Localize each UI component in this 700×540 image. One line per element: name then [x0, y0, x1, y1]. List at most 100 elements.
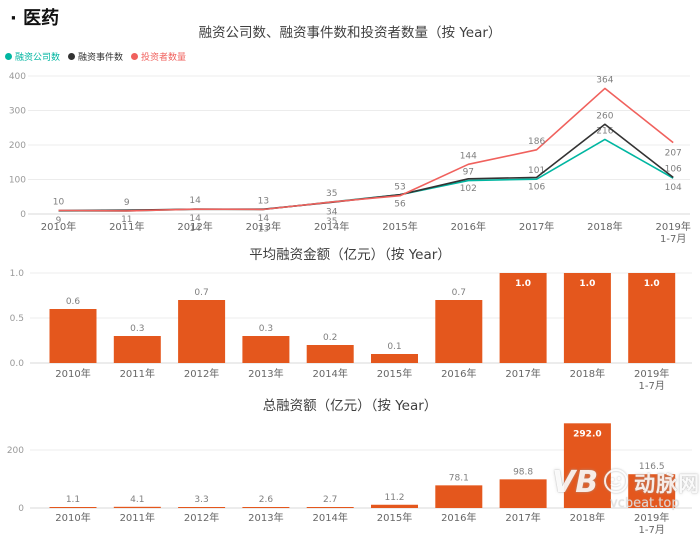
page-title: · 医药 — [10, 8, 60, 29]
x-axis-label: 2015年 — [377, 511, 412, 524]
bar[interactable] — [49, 507, 97, 508]
bar[interactable] — [178, 507, 226, 508]
data-label-investors: 10 — [53, 198, 65, 208]
y-axis-tick: 0 — [18, 504, 24, 514]
total-funding-bar-chart: 0 200 2010年 2011年 2012年 2013年 2014年 2015年 2016年 2… — [7, 423, 692, 536]
bar-label: 78.1 — [449, 473, 469, 483]
x-axis-label: 2012年 — [184, 511, 219, 524]
data-label-events: 56 — [394, 200, 406, 210]
x-axis-label: 2016年 — [451, 220, 486, 233]
avg-funding-chart-title: 平均融资金额（亿元）（按 Year） — [249, 247, 451, 263]
y-axis-tick: 1.0 — [10, 269, 25, 279]
avg-funding-bar-chart: 0.0 0.5 1.0 2010年 2011年 2012年 2013年 2014年 2015年 2… — [10, 269, 692, 392]
bar[interactable] — [563, 273, 611, 363]
x-axis-label: 2010年 — [41, 220, 76, 233]
data-label-events: 11 — [121, 215, 132, 225]
data-label-companies: 14 — [189, 224, 201, 234]
x-axis-label: 2014年 — [312, 511, 347, 524]
data-label-investors: 53 — [394, 183, 405, 193]
data-label-companies: 101 — [528, 166, 545, 176]
bar-label: 292.0 — [573, 429, 601, 439]
y-axis-tick: 200 — [9, 141, 26, 151]
data-label-companies: 216 — [596, 126, 613, 136]
bar[interactable] — [306, 507, 354, 508]
bar[interactable] — [242, 336, 290, 363]
line-series-investors[interactable] — [58, 87, 674, 212]
legend-item-events[interactable]: 融资事件数 — [68, 50, 123, 63]
x-axis-label: 2011年 — [120, 367, 155, 380]
bar-label: 1.0 — [644, 279, 660, 289]
bar-label: 2.7 — [323, 495, 337, 505]
data-label-events: 34 — [326, 207, 338, 217]
bar[interactable] — [435, 485, 483, 508]
bar[interactable] — [499, 273, 547, 363]
x-axis-label: 2010年 — [55, 511, 90, 524]
bar[interactable] — [628, 273, 676, 363]
data-label-investors: 35 — [326, 189, 337, 199]
line-series-companies[interactable] — [58, 138, 674, 212]
x-axis-label: 2018年 — [570, 511, 605, 524]
legend-label-companies: 融资公司数 — [15, 53, 61, 63]
bar[interactable] — [113, 506, 161, 508]
data-label-events: 106 — [528, 182, 545, 192]
bar[interactable] — [242, 507, 290, 508]
bar[interactable] — [371, 354, 418, 363]
x-axis-label: 2015年 — [377, 367, 412, 380]
data-label-investors: 9 — [124, 198, 130, 208]
bar[interactable] — [563, 423, 611, 508]
x-axis-label: 2011年 — [109, 220, 144, 233]
x-axis-label: 2014年 — [312, 367, 347, 380]
bar[interactable] — [49, 309, 97, 363]
bar-label: 1.1 — [66, 495, 80, 505]
y-axis-tick: 0 — [20, 210, 26, 220]
x-axis-label: 2016年 — [441, 367, 476, 380]
bar[interactable] — [306, 345, 354, 363]
bar[interactable] — [371, 504, 418, 508]
total-funding-chart-title: 总融资额（亿元）（按 Year） — [262, 398, 438, 414]
bar-label: 2.6 — [259, 495, 274, 505]
bar[interactable] — [113, 336, 161, 363]
legend-item-companies[interactable]: 融资公司数 — [5, 50, 60, 63]
data-label-companies: 97 — [463, 168, 474, 178]
y-axis-tick: 200 — [7, 446, 24, 456]
x-axis-label: 2019年 1-7月 — [655, 220, 690, 245]
bar-label: 98.8 — [513, 467, 533, 477]
bar[interactable] — [628, 474, 676, 508]
legend-item-investors[interactable]: 投资者数量 — [131, 50, 186, 63]
x-axis-label: 2019年 1-7月 — [634, 511, 669, 536]
x-axis-label: 2016年 — [441, 511, 476, 524]
bar[interactable] — [499, 479, 547, 508]
bar[interactable] — [178, 300, 226, 363]
legend-dot-companies — [5, 53, 12, 60]
bar-label: 0.1 — [387, 342, 401, 352]
x-axis-label: 2013年 — [248, 367, 283, 380]
legend-dot-investors — [131, 53, 139, 60]
bar-label: 0.6 — [66, 297, 81, 307]
legend-label-investors: 投资者数量 — [141, 53, 187, 63]
x-axis-label: 2019年 1-7月 — [634, 367, 669, 392]
bar-label: 11.2 — [384, 493, 404, 503]
data-label-companies: 104 — [665, 183, 682, 193]
legend-dot-events — [68, 53, 76, 60]
bar-label: 1.0 — [515, 279, 531, 289]
data-label-investors: 207 — [665, 149, 682, 159]
x-axis-label: 2012年 — [184, 367, 219, 380]
bar[interactable] — [435, 300, 483, 363]
line-chart-legend: 融资公司数 融资事件数 投资者数量 — [5, 50, 186, 63]
data-label-events: 14 — [189, 214, 201, 224]
bar-label: 1.0 — [579, 279, 595, 289]
bar-label: 3.3 — [194, 495, 208, 505]
data-label-events: 260 — [596, 111, 613, 121]
data-label-companies: 9 — [56, 216, 62, 226]
x-axis-label: 2014年 — [314, 220, 349, 233]
line-chart: 0 100 200 300 400 2010年 2011年 2012年 2013年 2014年 20… — [9, 72, 691, 245]
data-label-companies: 35 — [326, 217, 337, 227]
x-axis-label: 2018年 — [570, 367, 605, 380]
bar-label: 116.5 — [639, 462, 665, 472]
bar-label: 0.7 — [452, 288, 466, 298]
x-axis-label: 2017年 — [519, 220, 554, 233]
bar-label: 0.7 — [194, 288, 208, 298]
data-label-investors: 186 — [528, 137, 545, 147]
data-label-events: 14 — [258, 214, 270, 224]
